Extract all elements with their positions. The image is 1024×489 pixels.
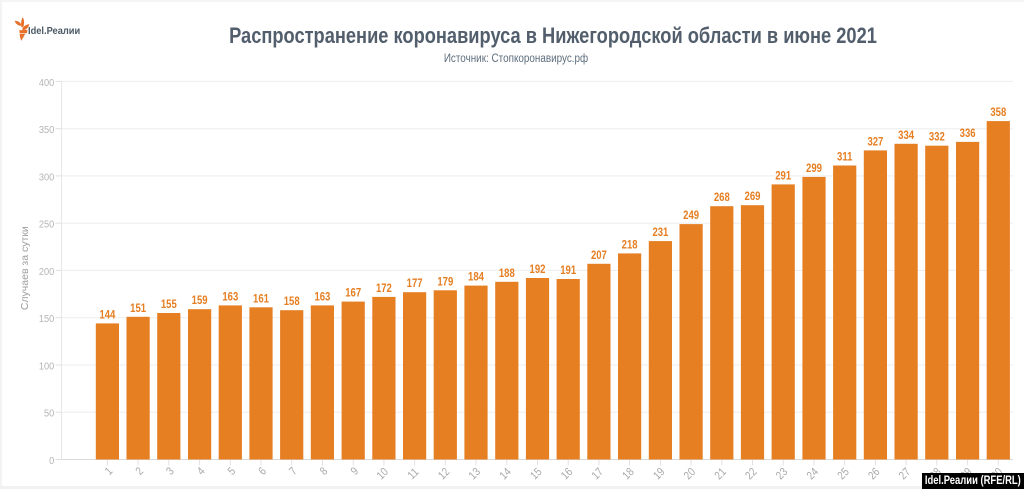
svg-text:167: 167 — [345, 287, 361, 300]
svg-text:161: 161 — [253, 293, 269, 306]
svg-text:311: 311 — [837, 151, 852, 164]
svg-text:10: 10 — [374, 465, 391, 482]
svg-text:3: 3 — [164, 465, 177, 478]
svg-text:13: 13 — [466, 465, 483, 482]
svg-text:200: 200 — [39, 266, 55, 278]
svg-text:332: 332 — [929, 131, 945, 144]
svg-text:16: 16 — [559, 465, 576, 482]
svg-text:158: 158 — [284, 295, 300, 308]
svg-text:177: 177 — [407, 277, 423, 290]
svg-text:172: 172 — [376, 282, 392, 295]
svg-text:358: 358 — [990, 106, 1006, 119]
svg-text:0: 0 — [49, 455, 55, 467]
svg-text:20: 20 — [682, 465, 699, 482]
svg-text:9: 9 — [348, 465, 361, 478]
svg-text:144: 144 — [99, 309, 115, 322]
svg-text:231: 231 — [652, 226, 668, 239]
svg-text:291: 291 — [775, 170, 791, 183]
svg-text:24: 24 — [804, 465, 821, 482]
svg-text:2: 2 — [133, 465, 146, 478]
svg-text:1: 1 — [103, 465, 116, 478]
svg-text:192: 192 — [530, 263, 546, 276]
svg-text:19: 19 — [651, 465, 668, 482]
svg-text:155: 155 — [161, 298, 177, 311]
svg-text:7: 7 — [287, 465, 300, 478]
svg-text:191: 191 — [560, 264, 576, 277]
svg-text:12: 12 — [436, 465, 453, 482]
svg-text:218: 218 — [622, 239, 638, 252]
svg-text:11: 11 — [405, 466, 421, 482]
svg-text:184: 184 — [468, 271, 484, 284]
svg-text:14: 14 — [497, 465, 514, 482]
svg-text:151: 151 — [130, 302, 146, 315]
svg-text:8: 8 — [318, 465, 331, 478]
svg-text:269: 269 — [745, 190, 761, 203]
svg-text:4: 4 — [195, 465, 208, 478]
svg-text:27: 27 — [897, 465, 914, 482]
svg-text:26: 26 — [866, 465, 883, 482]
svg-text:334: 334 — [898, 129, 914, 142]
svg-text:6: 6 — [256, 465, 269, 478]
svg-text:159: 159 — [192, 294, 208, 307]
svg-text:350: 350 — [39, 125, 55, 137]
svg-text:50: 50 — [44, 408, 55, 420]
svg-text:100: 100 — [39, 361, 55, 373]
svg-text:179: 179 — [437, 276, 453, 289]
svg-text:188: 188 — [499, 267, 515, 280]
svg-text:268: 268 — [714, 191, 730, 204]
svg-text:21: 21 — [712, 465, 729, 482]
svg-text:23: 23 — [774, 465, 791, 482]
svg-text:327: 327 — [867, 136, 883, 149]
svg-text:22: 22 — [743, 465, 760, 482]
svg-text:400: 400 — [39, 77, 55, 89]
svg-text:163: 163 — [222, 291, 238, 304]
svg-text:300: 300 — [39, 172, 55, 184]
svg-text:17: 17 — [589, 465, 606, 482]
svg-text:163: 163 — [314, 291, 330, 304]
svg-text:150: 150 — [39, 314, 55, 326]
svg-text:299: 299 — [806, 162, 822, 175]
svg-text:249: 249 — [683, 209, 699, 222]
svg-text:336: 336 — [960, 127, 976, 140]
svg-text:25: 25 — [835, 465, 852, 482]
svg-text:18: 18 — [620, 465, 637, 482]
svg-text:5: 5 — [225, 465, 238, 478]
svg-text:207: 207 — [591, 249, 607, 262]
svg-text:Случаев за сутки: Случаев за сутки — [19, 226, 31, 310]
svg-text:250: 250 — [39, 219, 55, 231]
svg-text:15: 15 — [528, 465, 545, 482]
